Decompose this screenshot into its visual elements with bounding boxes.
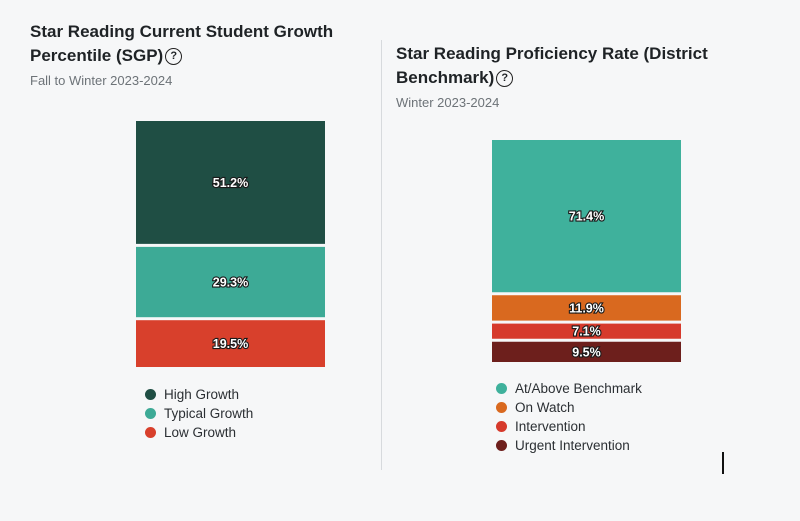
legend-swatch: [145, 427, 156, 438]
question-circle-icon[interactable]: ?: [496, 70, 514, 87]
proficiency-chart-title: Star Reading Proficiency Rate (District …: [396, 42, 736, 90]
legend-label: Typical Growth: [164, 406, 254, 421]
panel-divider: [381, 40, 382, 470]
text-cursor: [722, 452, 724, 474]
sgp-chart-title: Star Reading Current Student Growth Perc…: [30, 20, 370, 68]
legend-swatch: [496, 421, 507, 432]
proficiency-title-text: Star Reading Proficiency Rate (District …: [396, 44, 708, 87]
bar-segment-low-growth[interactable]: [136, 320, 325, 367]
legend-label: Intervention: [515, 419, 586, 434]
question-circle-icon[interactable]: ?: [165, 48, 183, 65]
legend-swatch: [145, 389, 156, 400]
data-label: 19.5%: [213, 337, 248, 351]
legend-swatch: [145, 408, 156, 419]
legend-item[interactable]: High Growth: [145, 385, 253, 404]
bar-segment-on-watch[interactable]: [492, 295, 681, 321]
data-label: 11.9%: [569, 301, 604, 315]
bar-segment-typical-growth[interactable]: [136, 246, 325, 318]
sgp-chart-subtitle: Fall to Winter 2023-2024: [30, 73, 173, 88]
bar-segment-at-above-benchmark[interactable]: [492, 140, 681, 293]
legend-item[interactable]: Urgent Intervention: [496, 436, 642, 455]
legend-label: High Growth: [164, 387, 240, 402]
legend-item[interactable]: On Watch: [496, 398, 642, 417]
legend-label: Urgent Intervention: [515, 438, 630, 453]
legend-label: On Watch: [515, 400, 575, 415]
legend-swatch: [496, 383, 507, 394]
legend-swatch: [496, 440, 507, 451]
legend-label: At/Above Benchmark: [515, 381, 642, 396]
proficiency-legend: At/Above Benchmark On Watch Intervention Ur…: [496, 379, 642, 455]
legend-label: Low Growth: [164, 425, 237, 440]
legend-swatch: [496, 402, 507, 413]
bar-segment-high-growth[interactable]: [136, 121, 325, 244]
data-label: 29.3%: [213, 276, 248, 290]
bar-segment-urgent-intervention[interactable]: [492, 341, 681, 362]
bar-segment-intervention[interactable]: [492, 323, 681, 339]
data-label: 7.1%: [572, 325, 601, 339]
data-label: 9.5%: [572, 345, 601, 359]
proficiency-chart-subtitle: Winter 2023-2024: [396, 95, 500, 110]
legend-item[interactable]: Intervention: [496, 417, 642, 436]
sgp-title-text: Star Reading Current Student Growth Perc…: [30, 22, 334, 65]
legend-item[interactable]: At/Above Benchmark: [496, 379, 642, 398]
sgp-legend: High Growth Typical Growth Low Growth: [145, 385, 253, 442]
legend-item[interactable]: Typical Growth: [145, 404, 253, 423]
data-label: 71.4%: [569, 210, 604, 224]
legend-item[interactable]: Low Growth: [145, 423, 253, 442]
data-label: 51.2%: [213, 176, 248, 190]
